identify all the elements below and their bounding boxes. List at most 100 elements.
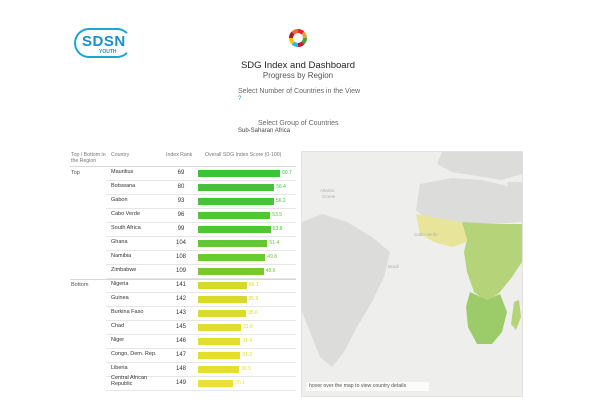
row-divider <box>106 264 296 265</box>
europe-shape <box>437 152 522 180</box>
group-label-top: Top <box>71 170 80 176</box>
logo-subtext: YOUTH <box>99 49 117 55</box>
madagascar-shape <box>511 300 521 330</box>
sdg-wheel-icon <box>288 28 308 48</box>
page-subtitle: Progress by Region <box>262 71 334 80</box>
row-divider <box>106 348 296 349</box>
index-rank: 142 <box>175 296 186 302</box>
index-rank: 148 <box>175 366 186 372</box>
row-divider <box>106 180 296 181</box>
row-divider <box>106 306 296 307</box>
row-divider <box>106 208 296 209</box>
map-svg <box>302 152 522 367</box>
map-label-ocean: Ocean <box>322 194 336 199</box>
row-divider <box>106 320 296 321</box>
page-title: SDG Index and Dashboard <box>240 60 356 71</box>
row-divider <box>106 194 296 195</box>
country-name: Botswana <box>111 183 136 189</box>
table-row[interactable]: Mauritius 69 60.7 <box>70 167 296 181</box>
map-tooltip-hint: hover over the map to view country detai… <box>306 382 429 391</box>
table-row[interactable]: Congo, Dem. Rep. 147 31.3 <box>70 349 296 363</box>
table-row[interactable]: Namibia 108 49.8 <box>70 251 296 265</box>
country-name: Central African Republic <box>111 375 148 387</box>
score-bar <box>198 282 247 289</box>
index-rank: 96 <box>177 212 185 218</box>
row-divider <box>106 334 296 335</box>
countries-count-selector[interactable]: ? <box>238 96 242 102</box>
score-bar <box>198 352 241 359</box>
table-row[interactable]: Gabon 93 56.2 <box>70 195 296 209</box>
score-value: 26.1 <box>235 380 246 386</box>
score-bar <box>198 184 275 191</box>
map-label-atlantic: Atlantic <box>320 188 335 193</box>
row-divider <box>106 278 296 279</box>
country-name: Chad <box>111 323 125 329</box>
score-value: 56.2 <box>275 198 286 204</box>
table-row[interactable]: Niger 146 31.4 <box>70 335 296 349</box>
table-row[interactable]: Cabo Verde 96 53.5 <box>70 209 296 223</box>
country-name: Namibia <box>111 253 132 259</box>
west-africa-shape <box>416 214 472 247</box>
header-group: Top / Bottom in the Region <box>71 152 106 164</box>
score-bar <box>198 254 266 261</box>
country-group-label: Select Group of Countries <box>258 120 339 127</box>
country-name: Niger <box>111 337 125 343</box>
score-bar <box>198 268 264 275</box>
header-rank: Index Rank <box>166 152 193 158</box>
map-label-brazil: Brazil <box>388 264 400 269</box>
score-bar <box>198 296 247 303</box>
score-bar <box>198 338 241 345</box>
table-row[interactable]: Central African Republic 149 26.1 <box>70 375 296 391</box>
country-name: Nigeria <box>111 281 129 287</box>
table-row[interactable]: Burkina Faso 143 35.6 <box>70 307 296 321</box>
score-bar <box>198 366 240 373</box>
arabia-shape <box>507 182 522 207</box>
logo-text: SDSN <box>82 33 126 50</box>
country-name: Zimbabwe <box>111 267 137 273</box>
map-label-cabo-verde: Cabo Verde <box>414 232 438 237</box>
table-row[interactable]: South Africa 99 53.8 <box>70 223 296 237</box>
table-row[interactable]: Zimbabwe 109 48.6 <box>70 265 296 279</box>
index-rank: 141 <box>175 282 186 288</box>
sdsn-youth-logo: SDSN YOUTH <box>74 28 134 58</box>
group-label-bottom: Bottom <box>71 282 89 288</box>
country-name: Burkina Faso <box>111 309 144 315</box>
africa-map[interactable]: Atlantic Ocean Brazil Cabo Verde hover o… <box>301 151 523 397</box>
score-bar <box>198 310 247 317</box>
score-bar <box>198 226 271 233</box>
row-divider <box>106 376 296 377</box>
group-divider <box>70 279 296 280</box>
country-name: South Africa <box>111 225 141 231</box>
table-row[interactable]: Guinea 142 35.9 <box>70 293 296 307</box>
score-value: 48.6 <box>265 268 276 274</box>
country-name: Liberia <box>111 365 128 371</box>
table-row[interactable]: Ghana 104 51.4 <box>70 237 296 251</box>
score-value: 36.1 <box>248 282 259 288</box>
table-row[interactable]: Chad 145 31.8 <box>70 321 296 335</box>
country-name: Guinea <box>111 295 129 301</box>
south-america-shape <box>302 214 390 367</box>
row-divider <box>106 222 296 223</box>
score-bar <box>198 170 280 177</box>
index-rank: 99 <box>177 226 185 232</box>
index-rank: 69 <box>177 170 185 176</box>
country-name: Mauritius <box>111 169 134 175</box>
country-name: Cabo Verde <box>111 211 141 217</box>
index-rank: 145 <box>175 324 186 330</box>
index-rank: 80 <box>177 184 185 190</box>
score-value: 51.4 <box>269 240 280 246</box>
index-rank: 104 <box>175 240 186 246</box>
country-group-selector[interactable]: Sub-Saharan Africa <box>238 128 291 134</box>
row-divider <box>106 292 296 293</box>
table-row[interactable]: Botswana 80 56.4 <box>70 181 296 195</box>
country-score-table: Top / Bottom in the Region Country Index… <box>70 152 296 397</box>
row-divider <box>106 390 296 391</box>
score-bar <box>198 198 274 205</box>
table-row[interactable]: Nigeria 141 36.1 <box>70 279 296 293</box>
central-africa-shape <box>462 222 522 302</box>
table-row[interactable]: Liberia 148 30.5 <box>70 363 296 377</box>
index-rank: 147 <box>175 352 186 358</box>
score-value: 60.7 <box>282 170 292 176</box>
countries-count-label: Select Number of Countries in the View <box>238 88 361 95</box>
row-divider <box>106 236 296 237</box>
